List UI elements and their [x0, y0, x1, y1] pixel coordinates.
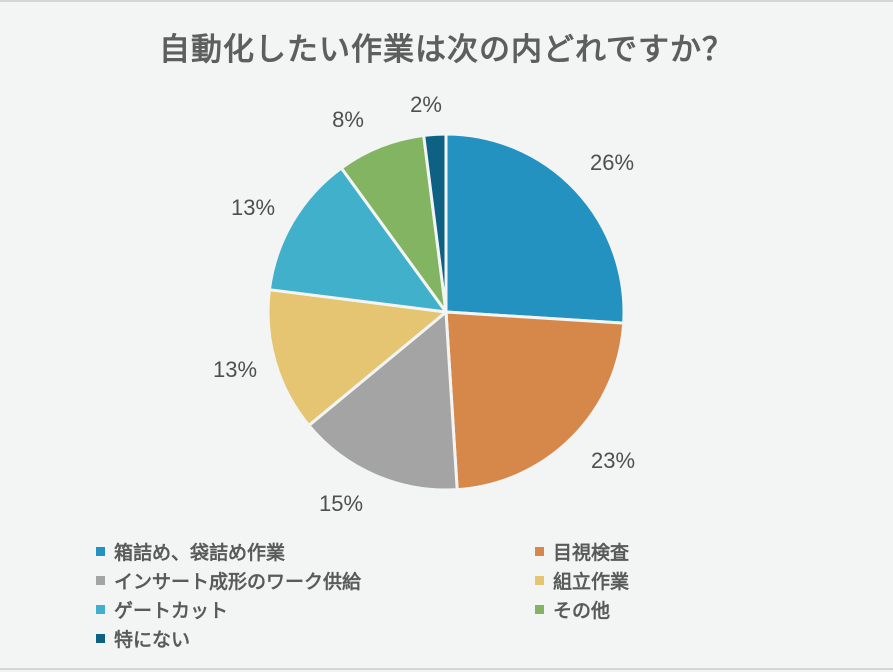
legend-label: 箱詰め、袋詰め作業: [114, 542, 286, 564]
legend-label: 組立作業: [553, 571, 630, 593]
data-label: 2%: [410, 92, 442, 117]
legend-item-insert-molding: インサート成形のワーク供給: [96, 567, 361, 594]
data-label: 23%: [590, 448, 636, 473]
legend-swatch-icon: [96, 605, 105, 614]
pie-slice: [339, 133, 448, 313]
pie-slice: [444, 310, 626, 492]
data-label: 8%: [332, 107, 364, 132]
data-label: 13%: [230, 195, 276, 220]
legend-label: その他: [553, 600, 611, 622]
pie-slice: [267, 165, 450, 314]
legend-label: インサート成形のワーク供給: [114, 571, 362, 593]
legend-item-gate-cut: ゲートカット: [96, 596, 228, 623]
legend-swatch-icon: [96, 576, 105, 585]
legend-item-visual-inspection: 目視検査: [535, 538, 629, 565]
legend-item-assembly: 組立作業: [535, 567, 629, 594]
legend-label: ゲートカット: [114, 600, 229, 622]
legend-swatch-icon: [96, 547, 105, 556]
legend-item-none: 特にない: [96, 625, 190, 652]
legend-label: 目視検査: [553, 542, 630, 564]
legend-swatch-icon: [535, 576, 544, 585]
legend-label: 特にない: [114, 629, 191, 651]
data-label: 13%: [212, 357, 258, 382]
legend-swatch-icon: [535, 547, 544, 556]
legend-swatch-icon: [535, 605, 544, 614]
chart-title: 自動化したい作業は次の内どれですか？: [158, 32, 735, 68]
legend-item-other: その他: [535, 596, 610, 623]
pie-slice: [266, 288, 450, 428]
pie-slice: [444, 132, 626, 325]
pie-slice: [422, 132, 448, 313]
legend-item-hako: 箱詰め、袋詰め作業: [96, 538, 285, 565]
legend-swatch-icon: [96, 634, 105, 643]
data-label: 15%: [318, 491, 364, 516]
pie-slice: [306, 308, 459, 492]
data-label: 26%: [589, 150, 635, 175]
